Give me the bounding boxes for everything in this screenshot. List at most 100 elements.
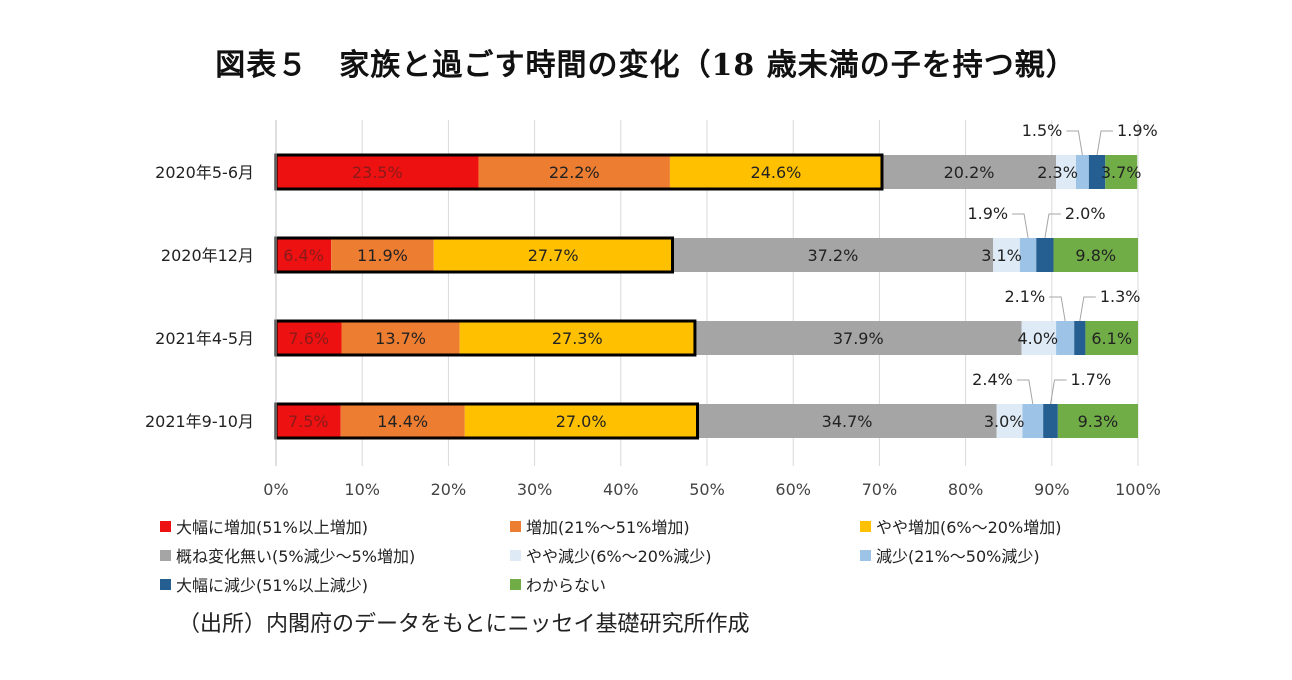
- leader-line: [1016, 379, 1034, 405]
- bar-segment: [1053, 238, 1138, 272]
- legend-label: 大幅に増加(51%以上増加): [176, 518, 369, 537]
- bar-segment: [1105, 155, 1138, 189]
- x-tick-label: 0%: [263, 480, 288, 499]
- legend-label: 大幅に減少(51%以上減少): [176, 576, 369, 595]
- callout-label: 2.4%: [972, 370, 1013, 389]
- bar-segment: [459, 321, 695, 355]
- page-title: 図表５ 家族と過ごす時間の変化（18 歳未満の子を持つ親）: [215, 48, 1077, 83]
- bar-segment: [881, 155, 1057, 189]
- data-label: 27.0%: [556, 412, 607, 431]
- x-tick-label: 70%: [862, 480, 898, 499]
- bar-segment: [1056, 321, 1075, 355]
- data-label: 3.1%: [981, 246, 1022, 265]
- legend-label: やや減少(6%～20%減少): [526, 547, 712, 566]
- leader-line: [1044, 213, 1061, 239]
- bar-segment: [433, 238, 673, 272]
- data-label: 11.9%: [357, 246, 408, 265]
- callout-label: 1.7%: [1071, 370, 1112, 389]
- category-label: 2020年5-6月: [155, 163, 254, 182]
- bar-segment: [1088, 155, 1106, 189]
- bar-segment: [1074, 321, 1086, 355]
- legend-item: 大幅に増加(51%以上増加): [160, 514, 368, 538]
- axis-layer: 0% 10% 20% 30% 40% 50% 60% 70% 80% 90% 100% 2020年5-…: [145, 120, 1161, 499]
- data-label: 9.3%: [1078, 412, 1119, 431]
- bar-segment: [1057, 404, 1138, 438]
- data-label: 27.3%: [552, 329, 603, 348]
- data-label: 14.4%: [377, 412, 428, 431]
- legend-swatch: [160, 520, 171, 532]
- data-label: 3.0%: [984, 412, 1025, 431]
- data-label: 7.6%: [288, 329, 329, 348]
- bar-layer: [276, 155, 1138, 438]
- legend-swatch: [860, 549, 871, 561]
- category-label: 2021年9-10月: [145, 412, 254, 431]
- bar-segment: [672, 238, 994, 272]
- legend-swatch: [510, 520, 521, 532]
- bar-segment: [276, 321, 342, 355]
- bar-segment: [1085, 321, 1138, 355]
- x-tick-label: 100%: [1115, 480, 1161, 499]
- callout-label: 2.1%: [1005, 287, 1046, 306]
- bar-segment: [993, 238, 1020, 272]
- stacked-bar-chart: 23.5% 22.2% 24.6% 20.2% 2.3% 1.5% 1.9% 3.7% 6.4%…: [145, 120, 1161, 499]
- data-label: 13.7%: [375, 329, 426, 348]
- bar-segment: [464, 404, 698, 438]
- bar-segment: [276, 404, 341, 438]
- legend-item: 減少(21%～50%減少): [860, 543, 1040, 567]
- x-tick-label: 90%: [1034, 480, 1070, 499]
- bar-segment: [340, 404, 465, 438]
- legend-item: やや減少(6%～20%減少): [510, 543, 711, 567]
- legend-label: 減少(21%～50%減少): [876, 547, 1040, 566]
- bar-segment: [1019, 238, 1037, 272]
- bar-segment: [1043, 404, 1058, 438]
- legend-swatch: [160, 578, 171, 590]
- callout-label: 1.9%: [967, 204, 1008, 223]
- bar-segment: [341, 321, 460, 355]
- data-label: 9.8%: [1075, 246, 1116, 265]
- source-note: （出所）内閣府のデータをもとにニッセイ基礎研究所作成: [178, 612, 750, 637]
- bar-segment: [996, 404, 1023, 438]
- legend-label: 概ね変化無い(5%減少～5%増加): [176, 547, 416, 566]
- legend-item: 増加(21%～51%増加): [510, 514, 690, 538]
- data-label: 34.7%: [822, 412, 873, 431]
- data-label: 37.2%: [807, 246, 858, 265]
- callout-label: 2.0%: [1065, 204, 1106, 223]
- data-label: 23.5%: [352, 163, 403, 182]
- legend-swatch: [510, 578, 521, 590]
- callout-label: 1.5%: [1022, 121, 1063, 140]
- legend-item: 大幅に減少(51%以上減少): [160, 572, 368, 596]
- legend-label: わからない: [526, 576, 607, 595]
- data-label: 2.3%: [1037, 163, 1078, 182]
- legend-item: 概ね変化無い(5%減少～5%増加): [160, 543, 415, 567]
- bar-segment: [276, 155, 479, 189]
- bar-segment: [694, 321, 1022, 355]
- data-label: 22.2%: [549, 163, 600, 182]
- bar-segment: [1075, 155, 1089, 189]
- x-tick-label: 60%: [775, 480, 811, 499]
- x-tick-label: 30%: [517, 480, 553, 499]
- bar-segment: [478, 155, 670, 189]
- legend-swatch: [510, 549, 521, 561]
- leader-line: [1049, 296, 1066, 322]
- bar-segment: [276, 238, 332, 272]
- legend-label: 増加(21%～51%増加): [526, 518, 690, 537]
- x-tick-label: 20%: [431, 480, 467, 499]
- outline-layer: [274, 153, 884, 440]
- data-label: 7.5%: [288, 412, 329, 431]
- data-label: 24.6%: [751, 163, 802, 182]
- data-label: 20.2%: [944, 163, 995, 182]
- data-label: 37.9%: [833, 329, 884, 348]
- x-tick-label: 10%: [344, 480, 380, 499]
- legend-item: わからない: [510, 572, 606, 596]
- data-label: 6.4%: [283, 246, 324, 265]
- data-label: 27.7%: [528, 246, 579, 265]
- category-label: 2021年4-5月: [155, 329, 254, 348]
- label-layer: 23.5% 22.2% 24.6% 20.2% 2.3% 1.5% 1.9% 3.7% 6.4%…: [283, 121, 1157, 431]
- callout-label: 1.9%: [1117, 121, 1158, 140]
- bar-segment: [1022, 404, 1044, 438]
- bar-segment: [1021, 321, 1057, 355]
- leader-line: [1079, 296, 1096, 322]
- legend-item: やや増加(6%～20%増加): [860, 514, 1061, 538]
- leader-line: [1066, 130, 1083, 156]
- bar-segment: [697, 404, 997, 438]
